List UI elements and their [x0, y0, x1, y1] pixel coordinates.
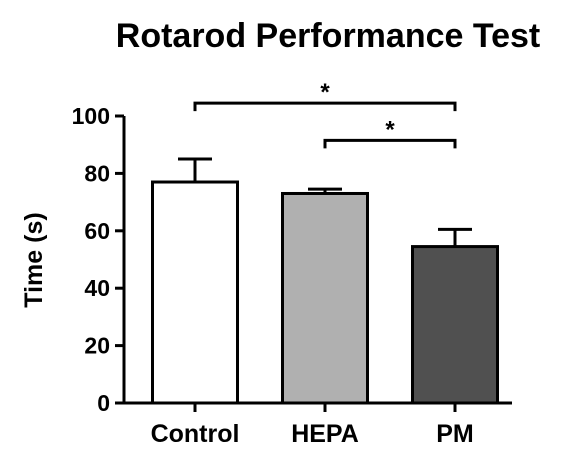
- significance-label-1: *: [320, 79, 330, 106]
- x-tick-label-pm: PM: [436, 420, 474, 448]
- bar-pm: [411, 245, 499, 405]
- y-tick-label: 100: [72, 103, 110, 129]
- y-tick-label: 80: [84, 160, 110, 186]
- significance-bracket-2: [323, 138, 457, 149]
- x-tick-label-hepa: HEPA: [291, 420, 359, 448]
- y-tick-label: 60: [84, 218, 110, 244]
- y-tick-label: 0: [97, 390, 110, 416]
- chart-title: Rotarod Performance Test: [116, 17, 540, 55]
- y-tick-label: 40: [84, 275, 110, 301]
- significance-bracket-1: [193, 101, 457, 112]
- bars: [151, 180, 499, 405]
- significance-label-2: *: [385, 116, 395, 143]
- significance-brackets: **: [193, 79, 457, 149]
- y-tick-labels: 0 20 40 60 80 100: [72, 103, 110, 416]
- x-tick-label-control: Control: [151, 420, 240, 448]
- y-axis-label: Time (s): [20, 212, 48, 307]
- x-tick-labels: Control HEPA PM: [151, 420, 474, 448]
- y-tick-label: 20: [84, 333, 110, 359]
- bar-hepa: [281, 191, 369, 405]
- error-bars: [178, 157, 472, 247]
- bar-control: [151, 180, 239, 405]
